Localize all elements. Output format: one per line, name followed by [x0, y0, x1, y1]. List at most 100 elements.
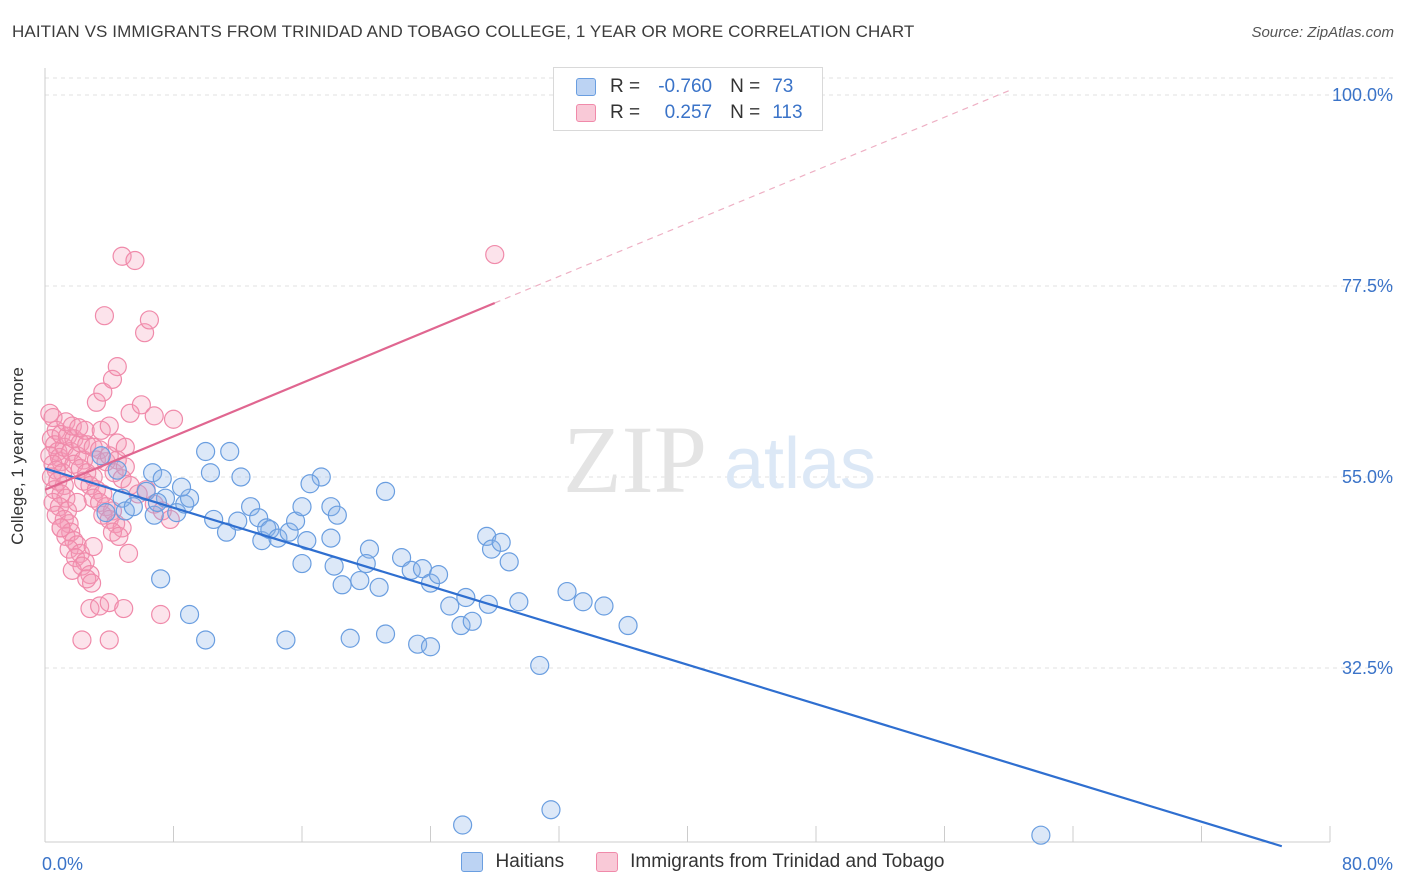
haitian-point: [420, 637, 441, 657]
series-swatch-trinidad: [596, 852, 619, 872]
legend-r-key: R =: [610, 102, 641, 123]
series-legend: Haitians Immigrants from Trinidad and To…: [0, 851, 1406, 873]
haitian-point: [241, 497, 261, 517]
correlation-legend: R = -0.760 N = 73 R = 0.257 N = 113: [553, 67, 823, 131]
haitian-point: [530, 655, 550, 676]
legend-n-value: 113: [772, 102, 803, 123]
haitian-point: [340, 628, 360, 648]
y-tick-label: 77.5%: [1342, 276, 1393, 296]
haitian-point: [200, 463, 221, 483]
haitian-point: [327, 505, 347, 525]
tick-labels: 32.5% 55.0% 77.5% 100.0% 0.0% 80.0%: [42, 85, 1393, 874]
haitian-point: [297, 531, 317, 551]
haitian-point: [179, 604, 200, 625]
trinidad-point: [62, 560, 82, 580]
haitian-point: [231, 467, 251, 487]
x-tick-label-max: 80.0%: [1342, 854, 1393, 874]
haitian-point: [453, 815, 473, 835]
haitian-point: [618, 615, 638, 636]
trinidad-point: [131, 395, 151, 415]
haitian-point: [332, 575, 352, 595]
haitian-point: [541, 800, 561, 820]
series-legend-trinidad: Immigrants from Trinidad and Tobago: [596, 851, 945, 873]
haitian-point: [311, 467, 331, 487]
legend-n-key: N =: [730, 76, 761, 97]
trinidad-point: [43, 407, 63, 428]
series-swatch-haitians: [461, 852, 484, 872]
haitian-point: [1031, 825, 1051, 845]
trinidad-point: [94, 306, 115, 326]
series-label-haitians: Haitians: [495, 851, 565, 872]
haitian-point: [143, 463, 163, 483]
haitian-point: [481, 539, 502, 559]
trinidad-point: [70, 433, 90, 453]
haitian-point: [369, 577, 389, 597]
trinidad-point: [83, 536, 103, 557]
trinidad-point: [151, 604, 171, 625]
haitian-point: [196, 630, 216, 650]
y-tick-label: 100.0%: [1332, 85, 1393, 105]
haitian-point: [151, 569, 171, 589]
trinidad-point: [109, 526, 129, 547]
haitian-point: [557, 581, 577, 602]
haitian-point: [96, 503, 116, 523]
haitian-point: [428, 564, 449, 585]
haitian-point: [123, 497, 143, 517]
haitian-point: [152, 469, 172, 489]
haitian-point: [499, 552, 519, 572]
trinidad-point: [51, 518, 71, 538]
trinidad-point: [67, 492, 87, 513]
trinidad-point: [134, 323, 155, 343]
trinidad-point: [86, 392, 107, 412]
legend-r-value: 0.257: [664, 102, 713, 123]
legend-n-value: 73: [772, 76, 794, 97]
y-tick-label: 55.0%: [1342, 467, 1393, 487]
legend-swatch-trinidad: [576, 104, 596, 122]
watermark-atlas: atlas: [724, 424, 876, 504]
haitian-point: [279, 522, 299, 542]
trinidad-point: [99, 416, 119, 436]
haitian-point: [509, 592, 529, 612]
watermark-zip: ZIP: [563, 406, 707, 513]
haitian-point: [359, 539, 380, 559]
trinidad-point: [139, 310, 160, 330]
haitian-point: [276, 630, 296, 650]
haitian-trend-line: [44, 467, 1283, 848]
haitian-point: [451, 615, 471, 636]
x-tick-label-min: 0.0%: [42, 854, 83, 874]
axes: [44, 68, 1331, 843]
trinidad-points: [40, 244, 505, 650]
haitian-point: [292, 553, 312, 574]
haitian-point: [91, 446, 111, 466]
legend-r-value: -0.760: [658, 76, 713, 97]
trinidad-point: [99, 630, 119, 650]
haitian-point: [171, 477, 192, 497]
haitian-point: [144, 505, 164, 525]
legend-row-trinidad: R = 0.257 N = 113: [576, 101, 803, 125]
haitian-point: [179, 488, 200, 508]
haitian-point: [491, 532, 511, 552]
haitian-point: [440, 596, 460, 616]
grid-lines: [45, 77, 1395, 669]
haitian-point: [220, 441, 240, 462]
trinidad-point: [99, 593, 119, 613]
haitian-point: [268, 528, 288, 548]
chart-source: Source: ZipAtlas.com: [1251, 24, 1394, 41]
trinidad-point: [112, 246, 132, 266]
legend-row-haitians: R = -0.760 N = 73: [576, 75, 793, 99]
trinidad-point: [163, 409, 184, 429]
trinidad-point: [81, 573, 102, 593]
trinidad-trend-extension: [494, 90, 1009, 304]
trend-lines: [44, 90, 1283, 848]
legend-r-key: R =: [610, 76, 641, 97]
haitian-point: [391, 548, 412, 568]
trinidad-point: [93, 382, 113, 402]
haitian-point: [375, 481, 396, 502]
trinidad-point: [485, 244, 505, 265]
y-axis-label: College, 1 year or more: [8, 367, 27, 545]
haitian-point: [300, 474, 320, 494]
trinidad-trend-line: [44, 301, 496, 491]
trinidad-point: [107, 357, 127, 377]
haitian-point: [249, 508, 269, 528]
